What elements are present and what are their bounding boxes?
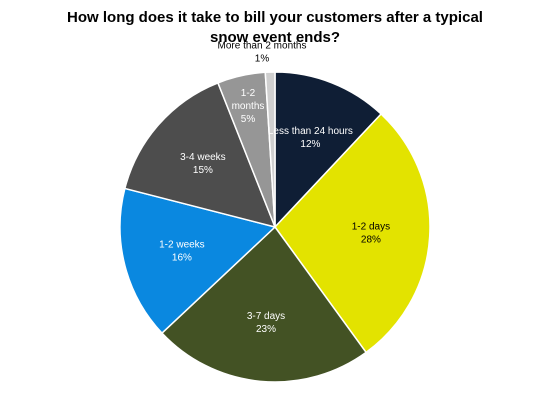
chart-title: How long does it take to bill your custo… [67, 9, 483, 46]
pie-slice-3-7-days [160, 225, 368, 383]
pie-slice-less-than-24-hours [274, 71, 383, 229]
pie-slice-more-than-2-months [264, 71, 276, 228]
slice-label-1-2-days: 1-2 days 28% [352, 222, 390, 246]
pie-labels: Less than 24 hours 12% 1-2 days 28% 3-7 days… [159, 41, 390, 336]
slice-label-3-7-days: 3-7 days 23% [247, 311, 285, 335]
pie-slice-3-4-weeks [123, 81, 277, 229]
slice-label-1-2-weeks: 1-2 weeks 16% [159, 239, 205, 263]
slice-label-less-than-24-hours: Less than 24 hours 12% [268, 126, 353, 150]
slice-label-more-than-2-months: More than 2 months 1% [218, 41, 307, 65]
pie-slices [119, 71, 431, 383]
pie-slice-1-2-days [274, 112, 431, 354]
slice-label-3-4-weeks: 3-4 weeks 15% [180, 152, 226, 176]
slice-label-1-2-months: 1-2 months 5% [232, 88, 265, 125]
pie-slice-1-2-weeks [119, 187, 277, 335]
